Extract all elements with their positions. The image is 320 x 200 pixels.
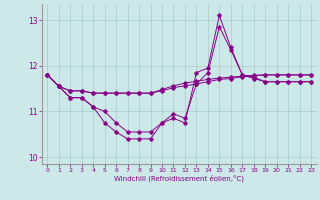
X-axis label: Windchill (Refroidissement éolien,°C): Windchill (Refroidissement éolien,°C) [114,175,244,182]
